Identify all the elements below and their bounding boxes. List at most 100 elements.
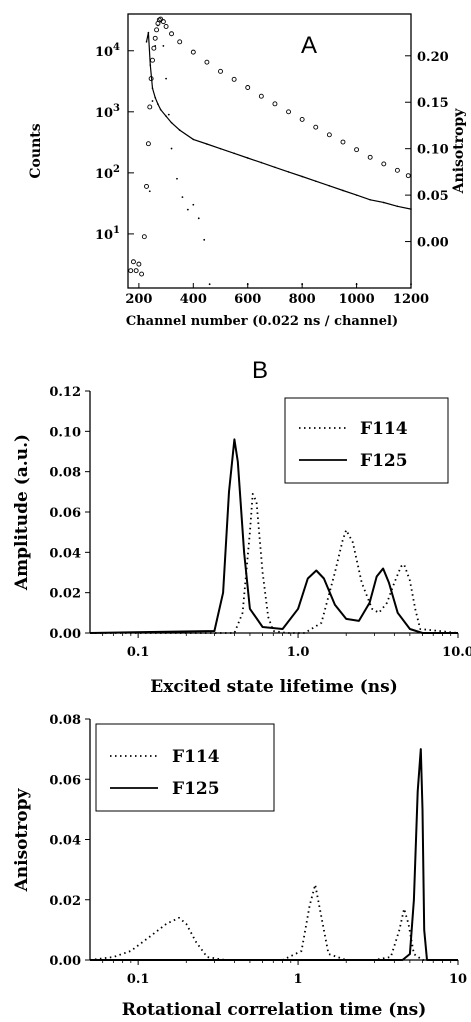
panel-a: A 200 400 600 800 1000 1200 101 102 103 104 0.00 0.…: [28, 13, 467, 329]
panel-a-letter: A: [301, 32, 317, 59]
panel-a-anisotropy-point: [206, 143, 208, 145]
panel-b-legend-label-f125: F125: [360, 451, 408, 471]
panel-a-ytick-left-label: 101: [95, 225, 120, 243]
panel-a-irf-point: [162, 45, 165, 47]
panel-c-series-f114: [89, 883, 458, 961]
panel-a-anisotropy-point: [287, 171, 290, 173]
panel-a-ytick-right-label: 0.20: [417, 50, 449, 65]
panel-a-decay-point: [145, 141, 151, 147]
panel-c-legend-label-f125: F125: [172, 779, 220, 799]
panel-a-decay-point: [326, 132, 332, 138]
panel-b-ytick-label: 0.08: [49, 466, 81, 481]
panel-b-series-f114: [90, 492, 459, 634]
panel-a-ytick-right-label: 0.15: [417, 96, 449, 111]
panel-b: B 0.1 1.0 10.0 0.00 0.02 0.04 0.06 0.08 0.10 0.12…: [12, 357, 471, 697]
panel-a-xtick-label: 800: [289, 292, 316, 307]
panel-a-xlabel: Channel number (0.022 ns / channel): [126, 314, 398, 329]
panel-a-irf-point: [203, 238, 206, 241]
panel-a-decay-point: [394, 167, 400, 173]
panel-a-decay-point: [133, 268, 139, 274]
panel-a-anisotropy-point: [246, 157, 249, 159]
panel-a-anisotropy-point: [170, 121, 173, 124]
panel-a-decay-point: [313, 124, 319, 130]
panel-a-decay-point: [130, 259, 136, 265]
panel-b-xtick-label: 1.0: [287, 645, 310, 660]
panel-b-legend-box: [284, 397, 449, 484]
panel-c-ytick-label: 0.04: [49, 834, 81, 849]
panel-a-decay-point: [245, 85, 251, 90]
panel-a-decay-point: [405, 173, 411, 179]
panel-a-anisotropy-point: [355, 194, 358, 196]
panel-a-xtick-label: 1200: [393, 292, 429, 307]
panel-c-xtick-label: 1: [294, 972, 303, 987]
panel-a-decay-point: [231, 76, 237, 82]
panel-b-letter: B: [252, 357, 268, 384]
panel-a-irf-point: [355, 283, 358, 286]
panel-b-series-f125: [89, 438, 458, 634]
panel-a-decay-point: [354, 147, 360, 153]
panel-a-anisotropy-point: [178, 129, 181, 131]
panel-a-decay-point: [154, 27, 160, 33]
panel-b-ytick-label: 0.10: [49, 425, 81, 440]
panel-a-ylabel-right: Anisotropy: [451, 108, 467, 195]
panel-c-xtick-label: 0.1: [127, 972, 150, 987]
panel-a-anisotropy-point: [159, 108, 162, 111]
panel-a-decay-point: [367, 154, 373, 160]
panel-a-decay-point: [152, 35, 158, 41]
panel-a-anisotropy-point: [219, 147, 222, 150]
panel-a-decay-point: [136, 261, 142, 267]
panel-b-ticks: 0.1 1.0 10.0 0.00 0.02 0.04 0.06 0.08 0.10 0.12: [49, 385, 471, 660]
panel-a-decay-point: [204, 59, 210, 65]
panel-a-anisotropy-point: [149, 64, 152, 66]
panel-a-frame: [127, 13, 412, 289]
panel-a-decay-point: [163, 24, 169, 29]
panel-b-ytick-label: 0.02: [49, 587, 81, 602]
panel-b-ytick-label: 0.00: [49, 627, 81, 642]
panel-a-irf-point: [186, 208, 189, 211]
panel-b-xtick-label: 0.1: [127, 645, 150, 660]
panel-c-data: [89, 748, 458, 961]
panel-a-anisotropy-point: [314, 180, 317, 182]
panel-a-ytick-left-label: 103: [95, 103, 120, 121]
panel-a-anisotropy-point: [151, 87, 154, 90]
panel-c-series-f125: [90, 748, 458, 961]
panel-a-decay-point: [128, 268, 134, 274]
panel-a-irf-point: [301, 283, 304, 286]
panel-a-xtick-label: 400: [180, 292, 207, 307]
panel-a-decay-point: [139, 271, 145, 277]
panel-a-decay-point: [147, 104, 153, 110]
panel-a-xtick-label: 200: [125, 292, 152, 307]
panel-a-anisotropy-point: [192, 138, 195, 141]
panel-a-irf-point: [192, 203, 195, 206]
panel-a-anisotropy-point: [342, 189, 344, 192]
panel-a-decay-point: [340, 139, 346, 145]
panel-a-irf-point: [208, 283, 211, 286]
panel-a-anisotropy-point: [274, 166, 276, 169]
panel-a-anisotropy-point: [145, 41, 148, 43]
panel-b-ytick-label: 0.06: [49, 506, 81, 521]
panel-a-irf-point: [165, 77, 167, 80]
panel-a-irf-point: [154, 45, 157, 47]
panel-c-ytick-label: 0.02: [49, 894, 81, 909]
panel-b-data: [89, 438, 459, 634]
panel-a-irf-point: [167, 113, 170, 116]
panel-a-irf-point: [181, 196, 184, 199]
panel-a-anisotropy-point: [369, 198, 371, 201]
panel-a-decay-point: [151, 45, 157, 51]
panel-a-ytick-left-label: 102: [95, 164, 120, 182]
panel-a-decay-point: [381, 161, 387, 167]
panel-a-irf-point: [159, 20, 162, 23]
panel-a-irf-point: [157, 24, 159, 27]
panel-a-decay-point: [286, 109, 291, 115]
panel-a-ticks: 200 400 600 800 1000 1200 101 102 103 104 0.00 0.05…: [95, 42, 449, 307]
panel-a-anisotropy-point: [382, 201, 385, 204]
panel-a-irf-point: [246, 283, 249, 286]
panel-b-ylabel: Amplitude (a.u.): [12, 434, 32, 591]
panel-c-ytick-label: 0.08: [49, 713, 81, 728]
panel-a-decay-point: [218, 68, 223, 74]
panel-a-anisotropy-line: [145, 32, 412, 210]
panel-a-decay-point: [272, 101, 278, 107]
panel-a-ylabel-left: Counts: [28, 123, 44, 178]
panel-a-irf-point: [410, 283, 412, 286]
panel-a-ytick-right-label: 0.05: [417, 189, 449, 204]
